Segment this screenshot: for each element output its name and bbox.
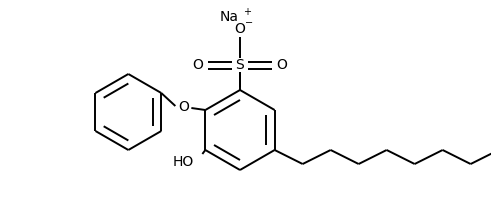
Text: O: O: [192, 58, 203, 72]
Text: HO: HO: [173, 155, 194, 169]
Text: O: O: [178, 100, 189, 114]
Text: O: O: [235, 22, 246, 36]
Text: S: S: [236, 58, 245, 72]
Text: +: +: [243, 7, 251, 17]
Text: O: O: [276, 58, 287, 72]
Text: −: −: [245, 18, 253, 28]
Text: Na: Na: [220, 10, 239, 24]
